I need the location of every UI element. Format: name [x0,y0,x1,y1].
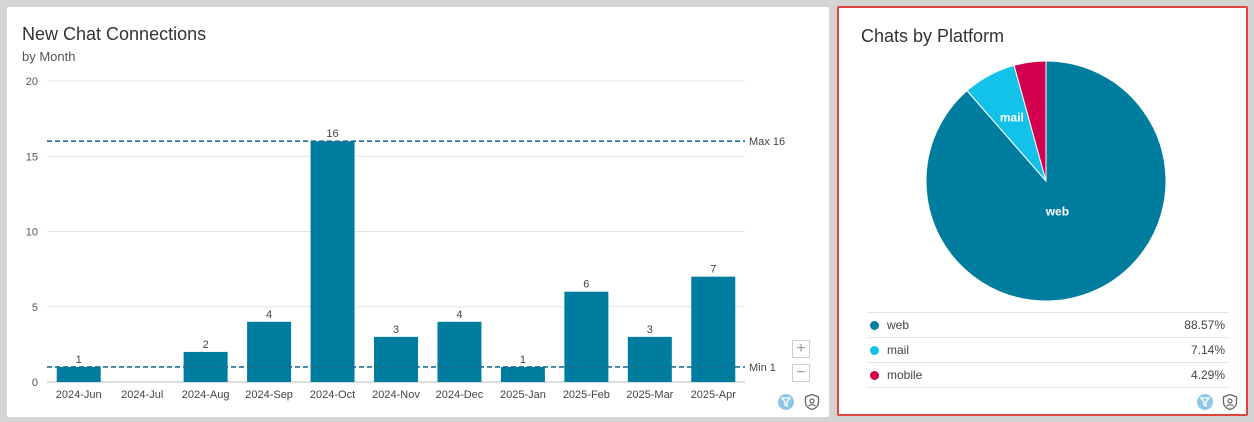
bar [564,291,609,382]
legend-value: 88.57% [1184,318,1225,332]
pie-legend: web 88.57% mail 7.14% mobile 4.29% [867,312,1229,388]
mail-dot-icon [870,345,879,355]
y-tick-label: 15 [26,151,38,163]
legend-value: 7.14% [1190,343,1225,357]
x-tick-label: 2024-Jul [121,389,163,401]
bar [691,276,736,382]
x-tick-label: 2024-Sep [245,389,293,401]
y-tick-label: 20 [26,76,38,88]
bar-chart: 0 5 10 15 20 1 2024-Jun 2024-Jul 2 2024-Aug 4 2024-… [26,76,785,401]
pie-chart: web mail [925,60,1167,302]
legend-item-web[interactable]: web 88.57% [867,313,1229,338]
reference-line-label: Min 1 [749,362,776,374]
bar [627,336,672,382]
web-dot-icon [870,320,879,330]
x-tick-label: 2025-Jan [500,389,546,401]
filter-icon[interactable] [1197,394,1213,410]
new-chat-connections-panel: New Chat Connections by Month 0 5 10 15 20 1 2… [7,7,829,417]
bar [500,366,545,382]
pie-slice-label: web [1045,204,1069,218]
pie-slice-label: mail [1000,111,1024,125]
y-tick-label: 0 [32,377,38,389]
bar-value-label: 2 [203,339,209,351]
zoom-in-button[interactable]: + [792,340,810,358]
legend-label: mobile [887,368,923,382]
bar-value-label: 1 [76,354,82,366]
legend-item-mail[interactable]: mail 7.14% [867,338,1229,363]
bar-value-label: 3 [647,324,653,336]
bar [374,336,418,382]
legend-item-mobile[interactable]: mobile 4.29% [867,363,1229,388]
legend-label: mail [887,343,910,357]
x-tick-label: 2025-Apr [691,389,737,401]
x-tick-label: 2024-Nov [372,389,420,401]
bar-value-label: 6 [583,279,589,291]
bar-value-label: 4 [266,309,272,321]
bar-value-label: 1 [520,354,526,366]
bar-chart-title: New Chat Connections [22,24,207,44]
legend-value: 4.29% [1190,368,1225,382]
x-tick-label: 2024-Jun [56,389,102,401]
mobile-dot-icon [870,370,879,380]
bar [56,366,101,382]
bar [247,321,292,382]
x-tick-label: 2024-Oct [310,389,355,401]
zoom-out-button[interactable]: − [792,364,810,382]
x-tick-label: 2025-Feb [563,389,610,401]
bar [310,141,355,382]
chats-by-platform-panel: Chats by Platform web mail web 88.57% mai… [837,6,1248,416]
x-tick-label: 2024-Dec [436,389,484,401]
bar-value-label: 3 [393,324,399,336]
pie-slice-mobile [1013,60,1047,182]
shield-icon[interactable] [803,393,821,411]
y-tick-label: 5 [32,302,38,314]
reference-line-label: Max 16 [749,136,785,148]
bar [437,321,482,382]
bar-value-label: 4 [456,309,462,321]
bar-value-label: 16 [326,128,338,140]
filter-icon[interactable] [778,394,794,410]
shield-icon[interactable] [1221,393,1239,411]
legend-label: web [887,318,910,332]
y-tick-label: 10 [26,227,38,239]
x-tick-label: 2025-Mar [626,389,673,401]
bar-chart-subtitle: by Month [22,49,76,64]
bar [183,351,228,382]
bar-value-label: 7 [710,264,716,276]
pie-chart-title: Chats by Platform [861,26,1005,46]
x-tick-label: 2024-Aug [182,389,230,401]
